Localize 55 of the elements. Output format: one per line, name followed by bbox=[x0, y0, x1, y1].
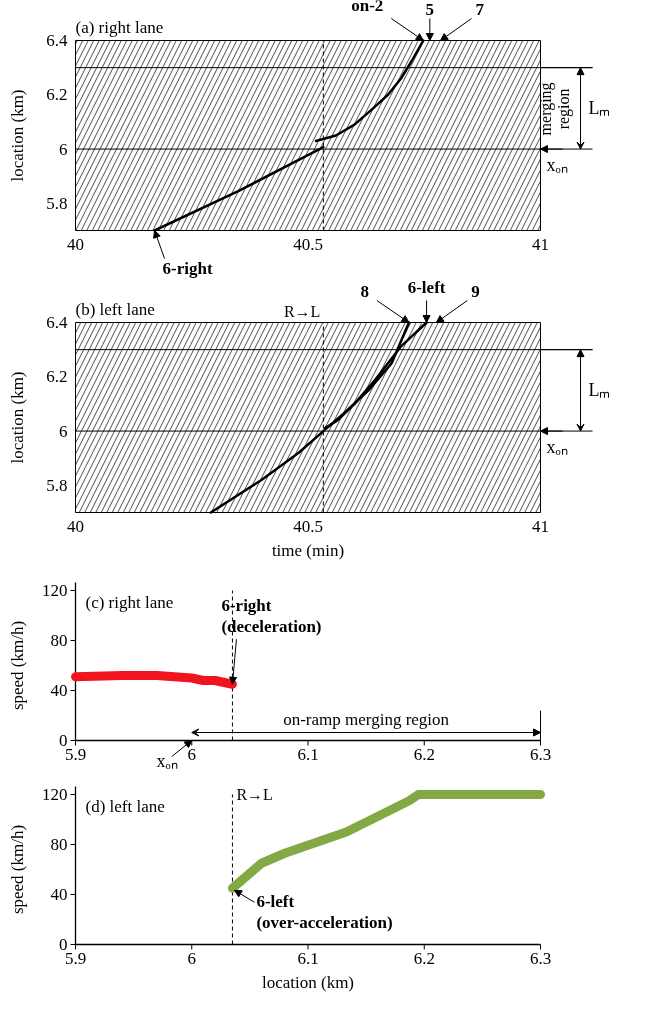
annotation: 6-right (deceleration) bbox=[221, 596, 322, 637]
y-tick-label: 6 bbox=[59, 421, 68, 441]
x-tick-label: 40.5 bbox=[293, 234, 323, 254]
ref-line-label: R→L bbox=[236, 786, 273, 803]
x-tick-label: 6.1 bbox=[297, 948, 319, 968]
x-tick-label: 41 bbox=[532, 516, 549, 536]
text: xₒₙ bbox=[156, 750, 178, 771]
y-tick-label: 80 bbox=[50, 835, 68, 854]
annotation: 8 bbox=[360, 281, 369, 301]
annotation: on-ramp merging region bbox=[283, 709, 450, 729]
y-axis-title: location (km) bbox=[8, 371, 27, 464]
x-axis-title: location (km) bbox=[261, 972, 355, 992]
y-tick-label: 80 bbox=[50, 631, 68, 650]
x-tick-label: 6.2 bbox=[413, 948, 435, 968]
x-tick-label: 40.5 bbox=[293, 516, 323, 536]
chart-title: (a) right lane bbox=[75, 17, 164, 37]
y-tick-label: 120 bbox=[42, 785, 68, 804]
chart-title: (c) right lane bbox=[85, 593, 174, 612]
y-tick-label: 6.2 bbox=[46, 85, 68, 105]
y-tick-label: 40 bbox=[50, 681, 68, 700]
annotation: 5 bbox=[425, 0, 435, 19]
y-axis-title: speed (km/h) bbox=[8, 620, 27, 711]
x-tick-label: 6.3 bbox=[529, 744, 552, 764]
annotation: merging region bbox=[536, 82, 574, 136]
annotation: 6-left (over-acceleration) bbox=[256, 892, 393, 933]
ref-line-label: R→L bbox=[283, 302, 321, 320]
y-tick-label: 5.8 bbox=[46, 475, 68, 495]
chart-title: (b) left lane bbox=[75, 299, 155, 319]
band-label: Lₘ bbox=[588, 98, 611, 119]
chart-title: (d) left lane bbox=[85, 797, 165, 816]
annotation: 9 bbox=[471, 281, 480, 301]
x-tick-label: 6.3 bbox=[529, 948, 552, 968]
x-tick-label: 6 bbox=[187, 948, 196, 968]
y-axis-title: speed (km/h) bbox=[8, 824, 27, 915]
y-tick-label: 6 bbox=[59, 139, 68, 159]
x-tick-label: 6.2 bbox=[413, 744, 435, 764]
y-tick-label: 6.4 bbox=[46, 313, 68, 332]
y-tick-label: 120 bbox=[42, 581, 68, 600]
annotation: xₒₙ bbox=[546, 437, 568, 458]
y-tick-label: 5.8 bbox=[46, 193, 68, 213]
y-tick-label: 6.4 bbox=[46, 31, 68, 50]
annotation: xₒₙ bbox=[546, 155, 568, 176]
annotation: 7 bbox=[475, 0, 485, 19]
x-tick-label: 41 bbox=[532, 234, 549, 254]
annotation: 6-right bbox=[162, 258, 213, 278]
y-tick-label: 40 bbox=[50, 885, 68, 904]
x-tick-label: 6.1 bbox=[297, 744, 319, 764]
y-tick-label: 6.2 bbox=[46, 367, 68, 387]
annotation: 6-left bbox=[407, 277, 446, 297]
y-tick-label: 0 bbox=[59, 731, 68, 750]
y-tick-label: 0 bbox=[59, 935, 68, 954]
band-label: Lₘ bbox=[588, 380, 611, 401]
y-axis-title: location (km) bbox=[8, 89, 27, 182]
x-tick-label: 6 bbox=[187, 744, 196, 764]
x-axis-title: time (min) bbox=[271, 540, 345, 560]
